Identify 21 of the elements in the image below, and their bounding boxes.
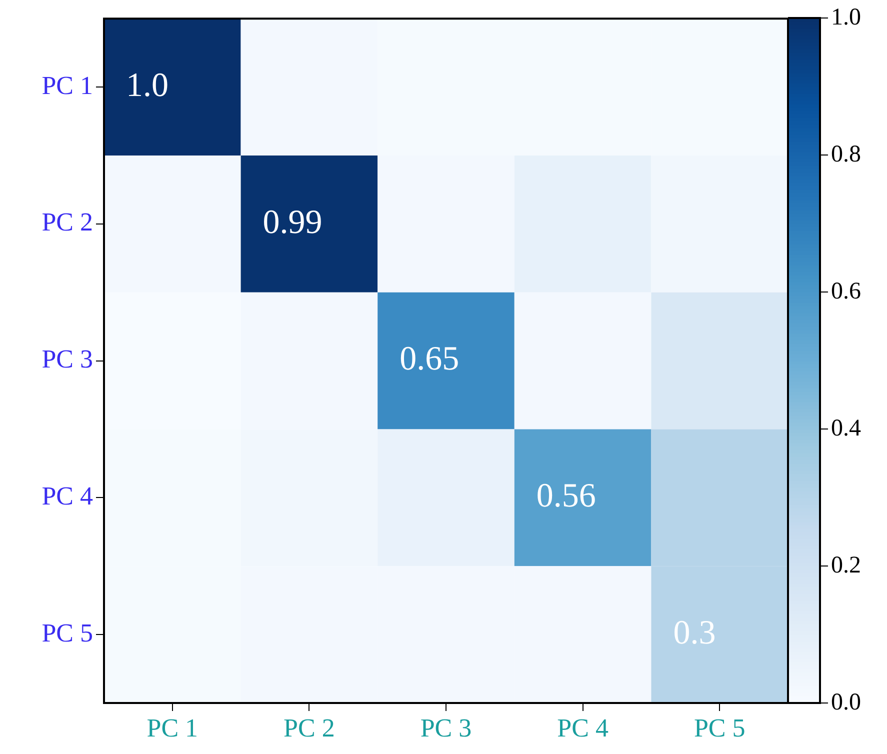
color-bar-label: 1.0 xyxy=(831,4,861,30)
y-tick-label: PC 3 xyxy=(42,344,93,374)
data-label: 0.65 xyxy=(400,340,460,378)
x-tick-label: PC 5 xyxy=(694,713,746,742)
color-bar-label: 0.2 xyxy=(831,552,861,578)
color-bar-label: 0.8 xyxy=(831,141,861,168)
y-tick-label: PC 2 xyxy=(42,208,93,237)
x-tick-label: PC 3 xyxy=(420,713,472,742)
y-tick-label: PC 4 xyxy=(42,482,93,511)
x-tick-label: PC 4 xyxy=(557,713,608,742)
color-bar-label: 0.0 xyxy=(831,689,861,716)
y-tick-label: PC 5 xyxy=(42,618,93,648)
x-tick-label: PC 1 xyxy=(146,713,198,742)
data-label: 0.99 xyxy=(262,204,322,241)
data-label: 1.0 xyxy=(126,66,168,104)
color-bar-label: 0.6 xyxy=(831,278,861,304)
data-label: 0.56 xyxy=(536,478,596,515)
data-label: 0.3 xyxy=(673,614,716,652)
x-tick-label: PC 2 xyxy=(284,713,335,742)
color-bar-label: 0.4 xyxy=(831,415,861,442)
y-tick-label: PC 1 xyxy=(42,70,93,100)
